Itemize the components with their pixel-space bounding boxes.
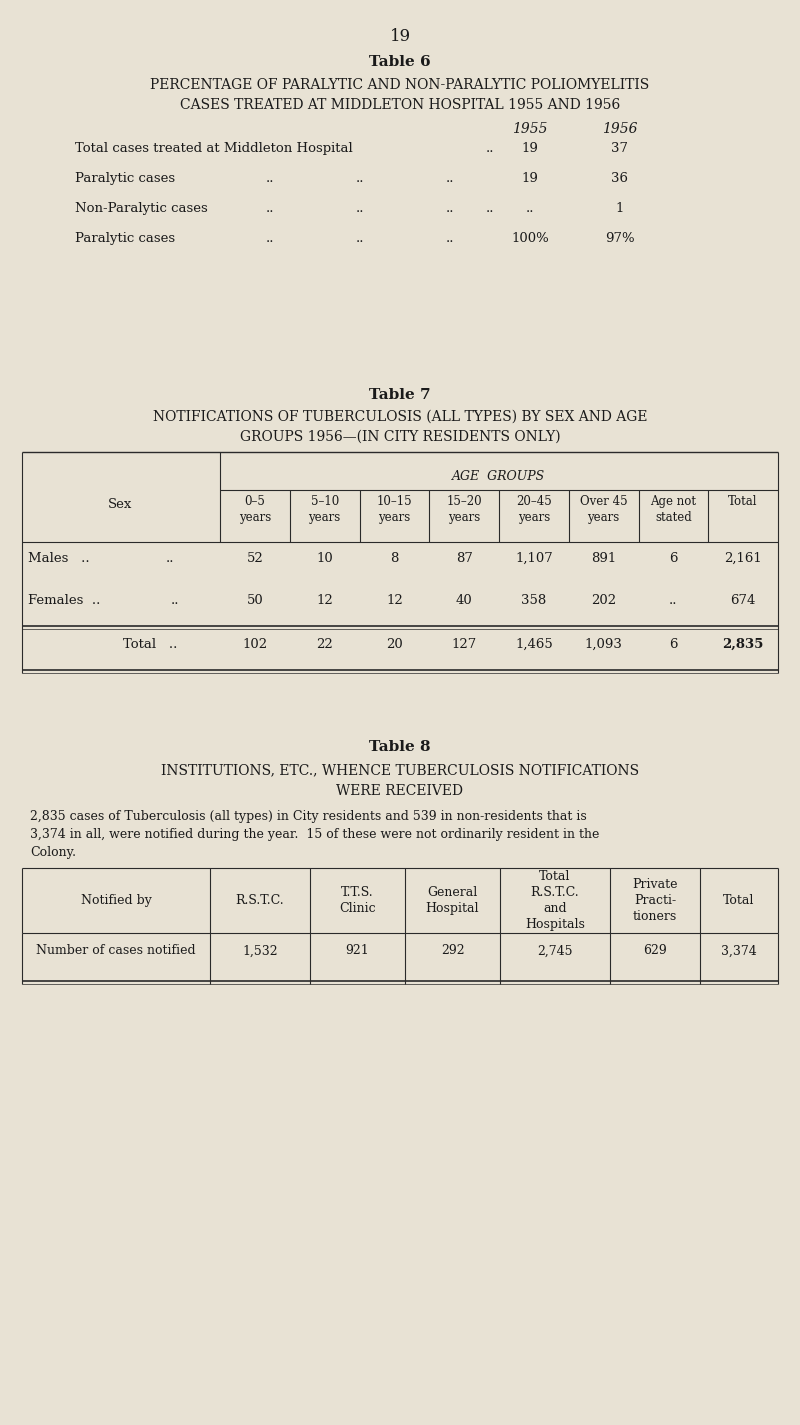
Text: PERCENTAGE OF PARALYTIC AND NON-PARALYTIC POLIOMYELITIS: PERCENTAGE OF PARALYTIC AND NON-PARALYTI… bbox=[150, 78, 650, 93]
Text: 19: 19 bbox=[522, 142, 538, 155]
Text: 891: 891 bbox=[591, 551, 616, 564]
Text: 15–20
years: 15–20 years bbox=[446, 494, 482, 524]
Text: 40: 40 bbox=[456, 593, 473, 607]
Text: ..: .. bbox=[356, 172, 364, 185]
Text: 3,374 in all, were notified during the year.  15 of these were not ordinarily re: 3,374 in all, were notified during the y… bbox=[30, 828, 599, 841]
Text: ..: .. bbox=[446, 232, 454, 245]
Text: Number of cases notified: Number of cases notified bbox=[36, 945, 196, 958]
Text: 921: 921 bbox=[346, 945, 370, 958]
Text: 12: 12 bbox=[316, 593, 333, 607]
Text: ..: .. bbox=[446, 202, 454, 215]
Text: Colony.: Colony. bbox=[30, 846, 76, 859]
Text: 50: 50 bbox=[246, 593, 263, 607]
Text: T.T.S.
Clinic: T.T.S. Clinic bbox=[339, 886, 376, 915]
Text: Table 7: Table 7 bbox=[369, 388, 431, 402]
Text: Total: Total bbox=[723, 893, 754, 906]
Text: 629: 629 bbox=[643, 945, 667, 958]
Text: ..: .. bbox=[486, 202, 494, 215]
Text: 5–10
years: 5–10 years bbox=[309, 494, 341, 524]
Text: NOTIFICATIONS OF TUBERCULOSIS (ALL TYPES) BY SEX AND AGE: NOTIFICATIONS OF TUBERCULOSIS (ALL TYPES… bbox=[153, 410, 647, 425]
Text: Total   ..: Total .. bbox=[123, 637, 177, 650]
Text: Males   ..: Males .. bbox=[28, 551, 90, 564]
Text: 102: 102 bbox=[242, 637, 267, 650]
Text: Table 6: Table 6 bbox=[369, 56, 431, 68]
Text: 292: 292 bbox=[441, 945, 464, 958]
Text: ..: .. bbox=[669, 593, 678, 607]
Text: 2,835 cases of Tuberculosis (all types) in City residents and 539 in non-residen: 2,835 cases of Tuberculosis (all types) … bbox=[30, 809, 586, 824]
Text: ..: .. bbox=[266, 172, 274, 185]
Text: 127: 127 bbox=[451, 637, 477, 650]
Text: 6: 6 bbox=[669, 637, 678, 650]
Text: 52: 52 bbox=[246, 551, 263, 564]
Text: 1955: 1955 bbox=[512, 123, 548, 135]
Text: Non-Paralytic cases: Non-Paralytic cases bbox=[75, 202, 208, 215]
Text: 2,835: 2,835 bbox=[722, 637, 764, 650]
Text: 8: 8 bbox=[390, 551, 398, 564]
Text: Table 8: Table 8 bbox=[369, 740, 431, 754]
Text: 1956: 1956 bbox=[602, 123, 638, 135]
Text: ..: .. bbox=[266, 232, 274, 245]
Text: 19: 19 bbox=[390, 28, 410, 46]
Text: CASES TREATED AT MIDDLETON HOSPITAL 1955 AND 1956: CASES TREATED AT MIDDLETON HOSPITAL 1955… bbox=[180, 98, 620, 113]
Text: 0–5
years: 0–5 years bbox=[238, 494, 271, 524]
Text: Notified by: Notified by bbox=[81, 893, 151, 906]
Text: 1,465: 1,465 bbox=[515, 637, 553, 650]
Text: R.S.T.C.: R.S.T.C. bbox=[236, 893, 284, 906]
Text: 6: 6 bbox=[669, 551, 678, 564]
Text: Females  ..: Females .. bbox=[28, 593, 100, 607]
Text: ..: .. bbox=[170, 593, 179, 607]
Text: 2,161: 2,161 bbox=[724, 551, 762, 564]
Text: ..: .. bbox=[166, 551, 174, 564]
Text: 1,093: 1,093 bbox=[585, 637, 622, 650]
Text: ..: .. bbox=[526, 202, 534, 215]
Text: 674: 674 bbox=[730, 593, 756, 607]
Text: Total
R.S.T.C.
and
Hospitals: Total R.S.T.C. and Hospitals bbox=[525, 871, 585, 931]
Text: ..: .. bbox=[356, 232, 364, 245]
Text: Age not
stated: Age not stated bbox=[650, 494, 696, 524]
Text: Total cases treated at Middleton Hospital: Total cases treated at Middleton Hospita… bbox=[75, 142, 353, 155]
Text: 10–15
years: 10–15 years bbox=[377, 494, 412, 524]
Text: ..: .. bbox=[446, 172, 454, 185]
Text: 20–45
years: 20–45 years bbox=[516, 494, 552, 524]
Text: 3,374: 3,374 bbox=[721, 945, 757, 958]
Text: WERE RECEIVED: WERE RECEIVED bbox=[337, 784, 463, 798]
Text: Total: Total bbox=[728, 494, 758, 507]
Text: 36: 36 bbox=[611, 172, 629, 185]
Text: Paralytic cases: Paralytic cases bbox=[75, 232, 175, 245]
Text: 1: 1 bbox=[616, 202, 624, 215]
Text: 12: 12 bbox=[386, 593, 402, 607]
Text: ..: .. bbox=[486, 142, 494, 155]
Text: 97%: 97% bbox=[605, 232, 635, 245]
Text: 20: 20 bbox=[386, 637, 402, 650]
Text: 202: 202 bbox=[591, 593, 616, 607]
Text: 10: 10 bbox=[316, 551, 333, 564]
Text: 100%: 100% bbox=[511, 232, 549, 245]
Text: ..: .. bbox=[266, 202, 274, 215]
Text: Over 45
years: Over 45 years bbox=[580, 494, 627, 524]
Text: 1,107: 1,107 bbox=[515, 551, 553, 564]
Text: ..: .. bbox=[356, 202, 364, 215]
Text: General
Hospital: General Hospital bbox=[426, 886, 479, 915]
Text: 1,532: 1,532 bbox=[242, 945, 278, 958]
Text: 2,745: 2,745 bbox=[538, 945, 573, 958]
Text: 37: 37 bbox=[611, 142, 629, 155]
Text: Paralytic cases: Paralytic cases bbox=[75, 172, 175, 185]
Text: 358: 358 bbox=[522, 593, 546, 607]
Text: 19: 19 bbox=[522, 172, 538, 185]
Text: Private
Practi-
tioners: Private Practi- tioners bbox=[632, 878, 678, 923]
Text: 87: 87 bbox=[456, 551, 473, 564]
Text: INSTITUTIONS, ETC., WHENCE TUBERCULOSIS NOTIFICATIONS: INSTITUTIONS, ETC., WHENCE TUBERCULOSIS … bbox=[161, 762, 639, 777]
Text: AGE  GROUPS: AGE GROUPS bbox=[452, 470, 546, 483]
Text: GROUPS 1956—(IN CITY RESIDENTS ONLY): GROUPS 1956—(IN CITY RESIDENTS ONLY) bbox=[240, 430, 560, 445]
Text: 22: 22 bbox=[316, 637, 333, 650]
Text: Sex: Sex bbox=[108, 497, 132, 512]
